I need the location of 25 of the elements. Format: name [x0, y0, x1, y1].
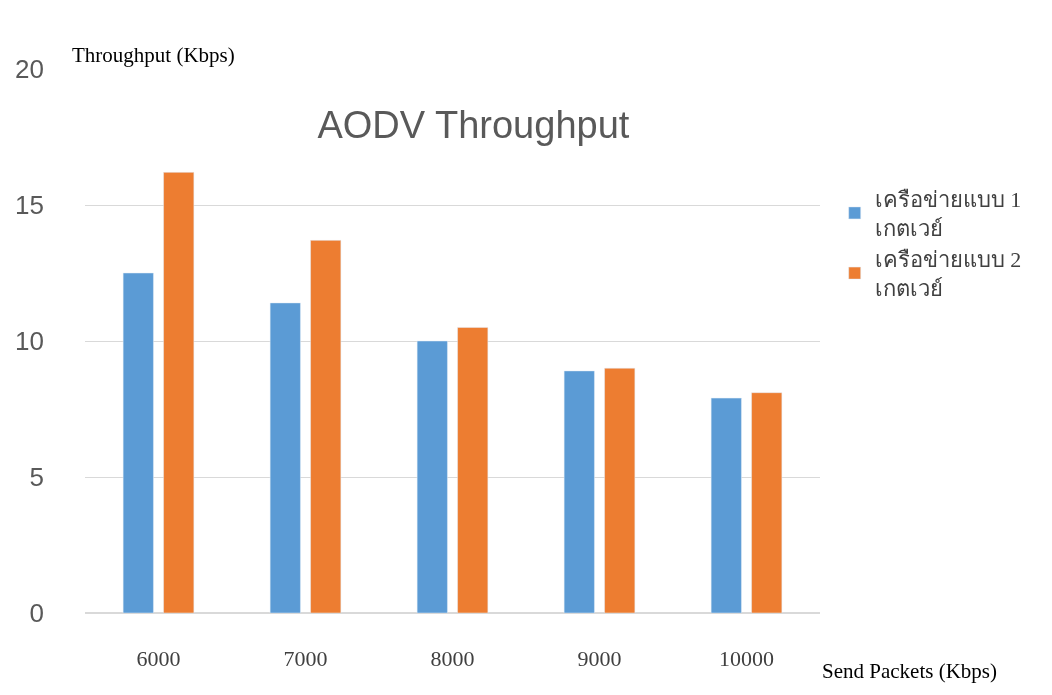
bar	[310, 240, 342, 613]
y-axis-title: Throughput (Kbps)	[72, 43, 235, 67]
bar	[457, 327, 489, 613]
y-tick-label: 0	[29, 598, 44, 629]
bar	[563, 370, 595, 613]
bar	[416, 340, 448, 613]
bar	[122, 272, 154, 613]
bar	[751, 392, 783, 613]
bar	[710, 397, 742, 613]
bar	[163, 172, 195, 613]
x-axis-title: Send Packets (Kbps)	[822, 659, 997, 683]
bar	[604, 367, 636, 613]
y-tick-label: 15	[15, 190, 44, 221]
y-tick-label: 5	[29, 462, 44, 493]
y-tick-label: 20	[15, 54, 44, 85]
x-tick-label: 10000	[719, 646, 774, 671]
legend-label: เครือข่ายแบบ 2 เกตเวย์	[874, 247, 1022, 301]
legend-label: เครือข่ายแบบ 1 เกตเวย์	[874, 187, 1022, 241]
y-tick-label: 10	[15, 326, 44, 357]
text: AODV Throughput	[317, 104, 630, 147]
x-tick-label: 8000	[430, 646, 475, 671]
x-tick-label: 6000	[136, 646, 181, 671]
x-tick-label: 9000	[577, 646, 622, 671]
bar	[269, 302, 301, 613]
x-tick-label: 7000	[283, 646, 328, 671]
